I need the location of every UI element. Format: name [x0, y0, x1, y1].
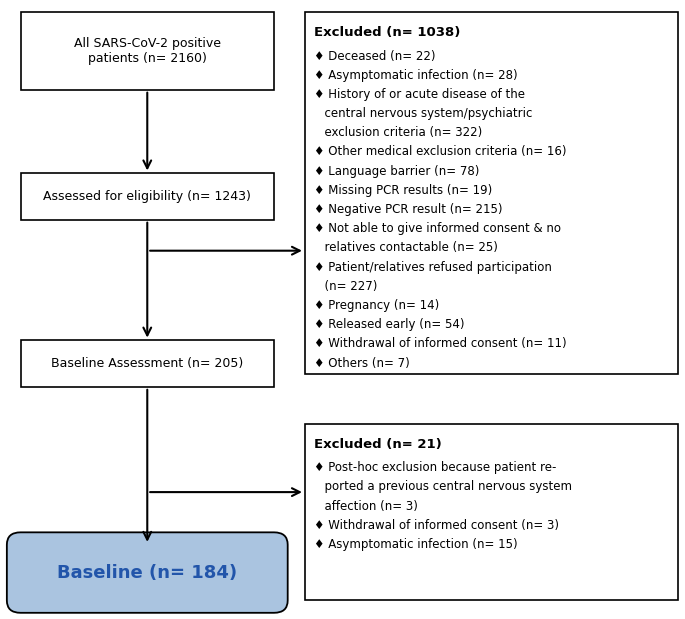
Text: ♦ Asymptomatic infection (n= 28): ♦ Asymptomatic infection (n= 28)	[314, 69, 517, 82]
FancyBboxPatch shape	[305, 12, 678, 374]
Text: Excluded (n= 1038): Excluded (n= 1038)	[314, 26, 460, 39]
Text: (n= 227): (n= 227)	[317, 280, 377, 293]
FancyBboxPatch shape	[21, 12, 274, 90]
Text: Baseline (n= 184): Baseline (n= 184)	[58, 563, 237, 582]
Text: relatives contactable (n= 25): relatives contactable (n= 25)	[317, 241, 498, 254]
FancyBboxPatch shape	[21, 173, 274, 220]
FancyBboxPatch shape	[21, 340, 274, 387]
Text: ♦ Withdrawal of informed consent (n= 3): ♦ Withdrawal of informed consent (n= 3)	[314, 519, 559, 532]
Text: ♦ History of or acute disease of the: ♦ History of or acute disease of the	[314, 88, 525, 101]
Text: ported a previous central nervous system: ported a previous central nervous system	[317, 480, 572, 493]
Text: ♦ Others (n= 7): ♦ Others (n= 7)	[314, 357, 410, 370]
Text: ♦ Negative PCR result (n= 215): ♦ Negative PCR result (n= 215)	[314, 203, 502, 216]
Text: All SARS-CoV-2 positive
patients (n= 2160): All SARS-CoV-2 positive patients (n= 216…	[74, 37, 221, 65]
Text: ♦ Missing PCR results (n= 19): ♦ Missing PCR results (n= 19)	[314, 184, 492, 197]
Text: ♦ Deceased (n= 22): ♦ Deceased (n= 22)	[314, 50, 435, 63]
Text: Baseline Assessment (n= 205): Baseline Assessment (n= 205)	[51, 357, 243, 370]
Text: Assessed for eligibility (n= 1243): Assessed for eligibility (n= 1243)	[43, 190, 251, 203]
Text: ♦ Withdrawal of informed consent (n= 11): ♦ Withdrawal of informed consent (n= 11)	[314, 337, 566, 350]
FancyBboxPatch shape	[7, 532, 288, 613]
Text: central nervous system/psychiatric: central nervous system/psychiatric	[317, 107, 532, 120]
Text: ♦ Released early (n= 54): ♦ Released early (n= 54)	[314, 318, 464, 331]
Text: Excluded (n= 21): Excluded (n= 21)	[314, 438, 441, 451]
Text: ♦ Other medical exclusion criteria (n= 16): ♦ Other medical exclusion criteria (n= 1…	[314, 145, 566, 158]
Text: ♦ Language barrier (n= 78): ♦ Language barrier (n= 78)	[314, 165, 479, 178]
Text: ♦ Post-hoc exclusion because patient re-: ♦ Post-hoc exclusion because patient re-	[314, 461, 556, 474]
Text: ♦ Asymptomatic infection (n= 15): ♦ Asymptomatic infection (n= 15)	[314, 538, 517, 551]
Text: ♦ Patient/relatives refused participation: ♦ Patient/relatives refused participatio…	[314, 261, 551, 274]
FancyBboxPatch shape	[305, 424, 678, 600]
Text: ♦ Pregnancy (n= 14): ♦ Pregnancy (n= 14)	[314, 299, 439, 312]
Text: exclusion criteria (n= 322): exclusion criteria (n= 322)	[317, 126, 482, 139]
Text: affection (n= 3): affection (n= 3)	[317, 500, 418, 513]
Text: ♦ Not able to give informed consent & no: ♦ Not able to give informed consent & no	[314, 222, 561, 235]
